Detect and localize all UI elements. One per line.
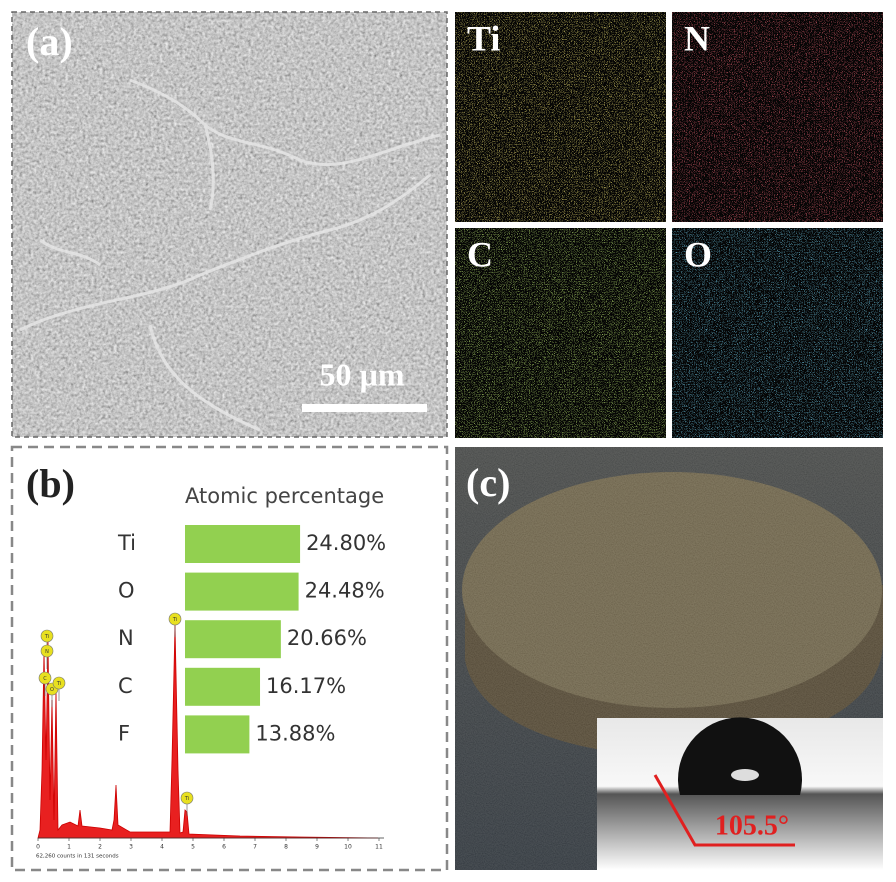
eds-maps: Ti N C O [455, 12, 883, 438]
bar [185, 572, 299, 611]
x-tick-label: 3 [129, 844, 133, 851]
peak-marker [40, 644, 54, 658]
x-tick-label: 6 [222, 844, 226, 851]
peak-label: O [50, 687, 54, 693]
bar [185, 667, 261, 706]
peak-marker [168, 612, 182, 626]
droplet [678, 717, 803, 795]
panel-border [11, 11, 448, 438]
peak-marker [38, 671, 52, 685]
spectrum-trace [37, 624, 379, 839]
peak-label: Ti [172, 617, 177, 623]
peak-marker [52, 676, 66, 690]
scale-bar [302, 404, 427, 412]
bar [185, 620, 281, 659]
map-dots [672, 228, 883, 438]
panel-label: (b) [26, 461, 75, 506]
category-label: Ti [117, 531, 136, 555]
panel-label: (a) [26, 19, 73, 64]
value-label: 13.88% [255, 721, 335, 745]
x-tick-label: 1 [67, 844, 71, 851]
peak-label: Ti [44, 634, 49, 640]
x-tick-label: 2 [98, 844, 102, 851]
x-tick-label: 9 [315, 844, 319, 851]
value-label: 16.17% [266, 674, 346, 698]
bar-chart: Ti 24.80% O 24.48% N 20.66% C 16.17% F 13.88% [117, 525, 386, 754]
peak-label: Ti [56, 681, 61, 687]
sem-image [12, 12, 447, 437]
map-dots [455, 228, 666, 438]
peak-label: C [43, 676, 47, 682]
peak-label: Ti [184, 796, 189, 802]
contact-angle: 105.5° [715, 810, 789, 841]
x-tick-label: 0 [36, 844, 40, 851]
peak-marker [40, 629, 54, 643]
eds-spectrum: 0 1 2 3 4 5 6 7 8 9 10 11 62,260 counts in 131 secon… [36, 612, 384, 860]
panel-border [10, 445, 449, 872]
angle-lines [653, 774, 795, 847]
value-label: 20.66% [287, 626, 367, 650]
x-tick-label: 7 [253, 844, 257, 851]
category-label: C [118, 674, 133, 698]
bar [185, 525, 301, 563]
scale-bar-label: 50 µm [319, 356, 404, 392]
map-label: O [684, 234, 712, 274]
peak-marker [180, 791, 194, 805]
x-tick-label: 8 [284, 844, 288, 851]
chart-title: Atomic percentage [185, 484, 384, 508]
map-label: C [467, 234, 493, 274]
map-label: Ti [467, 18, 500, 58]
x-tick-label: 11 [375, 844, 383, 851]
map-dots [455, 12, 666, 222]
category-label: F [118, 721, 130, 745]
value-label: 24.48% [305, 579, 385, 603]
sem-ridges [19, 78, 441, 432]
category-label: N [118, 626, 134, 650]
peak-label: N [45, 649, 49, 655]
x-tick-label: 5 [191, 844, 195, 851]
panel-label: (c) [466, 460, 510, 505]
spectrum-caption: 62,260 counts in 131 seconds [36, 854, 119, 860]
map-label: N [684, 18, 710, 58]
bar [185, 715, 250, 754]
value-label: 24.80% [306, 531, 386, 555]
x-tick-label: 4 [160, 844, 164, 851]
category-label: O [118, 579, 135, 603]
map-dots [672, 12, 883, 222]
photo [455, 447, 883, 870]
droplet-highlight [731, 769, 759, 781]
x-tick-label: 10 [344, 844, 352, 851]
